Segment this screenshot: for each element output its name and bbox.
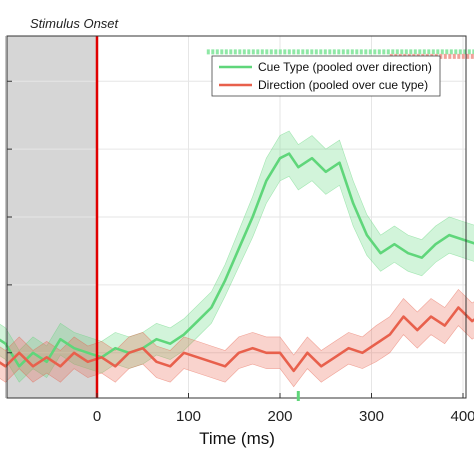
peak-markers <box>296 391 300 401</box>
series-line-0 <box>0 152 474 368</box>
x-tick-label: 200 <box>267 408 292 425</box>
legend-label-cue-type: Cue Type (pooled over direction) <box>258 60 432 74</box>
series-line-1 <box>0 306 474 373</box>
legend-box <box>211 55 441 97</box>
x-axis-title: Time (ms) <box>199 429 275 448</box>
legend-label-direction: Direction (pooled over cue type) <box>258 78 428 92</box>
x-tick-label: 0 <box>93 408 101 425</box>
series-band-0 <box>0 130 474 383</box>
series-lines <box>0 152 474 373</box>
x-tick-label: 400 <box>450 408 474 425</box>
x-tick-label: 100 <box>176 408 201 425</box>
x-axis-ticks: 0100200300400500600700800 <box>7 80 474 425</box>
x-tick-label: 300 <box>359 408 384 425</box>
legend: Cue Type (pooled over direction) Directi… <box>211 55 441 97</box>
stimulus-onset-label: Stimulus Onset <box>30 16 120 31</box>
